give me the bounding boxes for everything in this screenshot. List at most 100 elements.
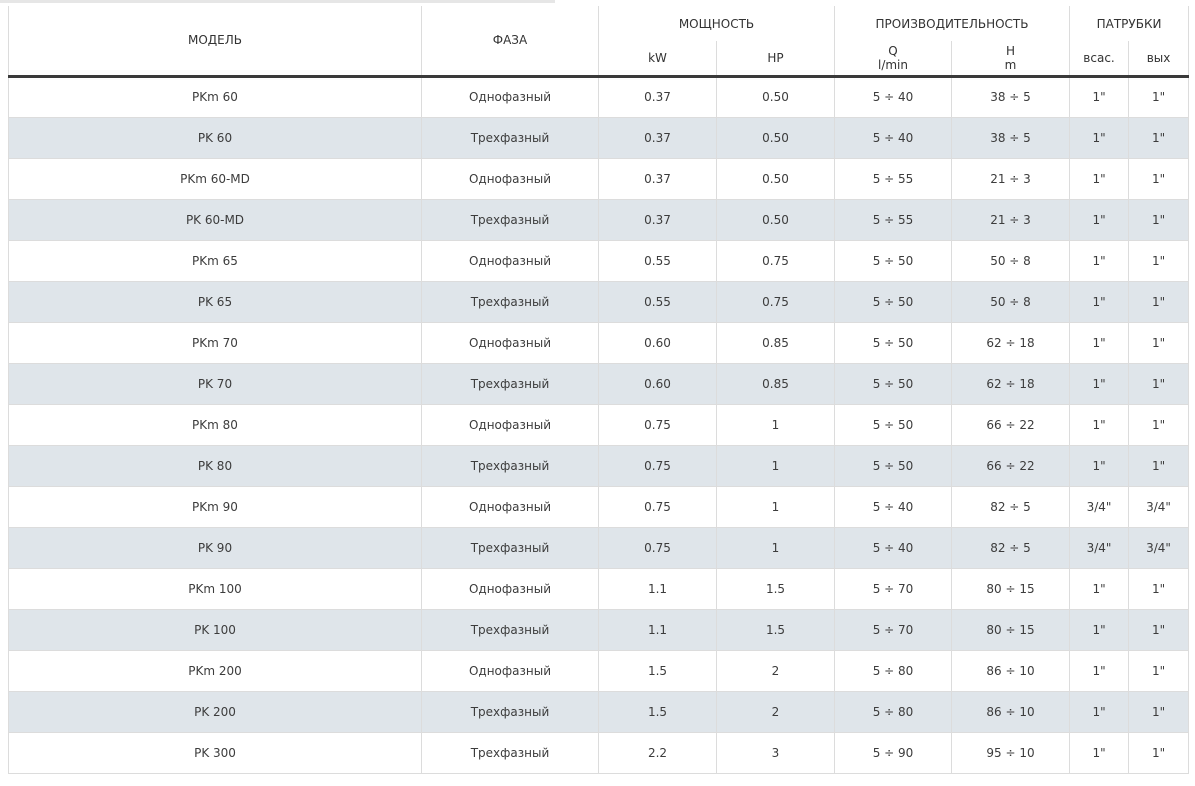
cell-head-h: 80 ÷ 15	[950, 568, 1071, 610]
cell-power-kw: 1.5	[598, 650, 717, 692]
cell-port-in: 1"	[1069, 240, 1130, 282]
cell-head-h: 62 ÷ 18	[950, 363, 1071, 405]
cell-power-hp: 0.85	[716, 363, 835, 405]
cell-power-hp: 0.50	[716, 76, 835, 118]
cell-power-hp: 1.5	[716, 609, 835, 651]
header-performance: ПРОИЗВОДИТЕЛЬНОСТЬ	[833, 6, 1071, 41]
cell-power-kw: 2.2	[598, 732, 717, 774]
header-power-hp: HP	[716, 41, 835, 78]
cell-port-out: 1"	[1128, 363, 1190, 405]
cell-flow-q: 5 ÷ 50	[834, 363, 952, 405]
cell-flow-q: 5 ÷ 50	[834, 404, 952, 446]
cell-port-out: 1"	[1128, 691, 1190, 733]
header-model: МОДЕЛЬ	[8, 6, 422, 78]
cell-power-kw: 1.1	[598, 568, 717, 610]
cell-phase: Трехфазный	[421, 281, 599, 323]
header-q-label: Q	[888, 43, 898, 58]
cell-power-kw: 0.75	[598, 445, 717, 487]
table-header: МОДЕЛЬ ФАЗА МОЩНОСТЬ ПРОИЗВОДИТЕЛЬНОСТЬ …	[8, 6, 1190, 78]
cell-port-out: 1"	[1128, 76, 1190, 118]
cell-phase: Однофазный	[421, 568, 599, 610]
cell-phase: Трехфазный	[421, 445, 599, 487]
table-row: PKm 60 Однофазный 0.37 0.50 5 ÷ 40 38 ÷ 5 1" 1"	[8, 76, 1190, 118]
cell-head-h: 66 ÷ 22	[950, 404, 1071, 446]
cell-port-in: 1"	[1069, 568, 1130, 610]
cell-port-in: 1"	[1069, 732, 1130, 774]
table-row: PKm 90 Однофазный 0.75 1 5 ÷ 40 82 ÷ 5 3/4" 3/4…	[8, 486, 1190, 528]
cell-model: PK 90	[8, 527, 422, 569]
cell-port-out: 1"	[1128, 732, 1190, 774]
cell-power-hp: 1	[716, 527, 835, 569]
cell-flow-q: 5 ÷ 40	[834, 486, 952, 528]
cell-head-h: 50 ÷ 8	[950, 281, 1071, 323]
cell-flow-q: 5 ÷ 50	[834, 445, 952, 487]
cell-power-hp: 0.50	[716, 199, 835, 241]
header-power-kw: kW	[598, 41, 717, 78]
cell-power-kw: 0.37	[598, 199, 717, 241]
cell-power-hp: 1	[716, 404, 835, 446]
cell-port-in: 1"	[1069, 322, 1130, 364]
cell-phase: Трехфазный	[421, 691, 599, 733]
cell-power-hp: 0.75	[716, 240, 835, 282]
cell-head-h: 86 ÷ 10	[950, 650, 1071, 692]
header-port-out: вых	[1128, 41, 1190, 78]
cell-port-in: 1"	[1069, 117, 1130, 159]
cell-flow-q: 5 ÷ 50	[834, 240, 952, 282]
cell-phase: Однофазный	[421, 322, 599, 364]
cell-port-in: 1"	[1069, 199, 1130, 241]
cell-flow-q: 5 ÷ 55	[834, 158, 952, 200]
cell-model: PKm 90	[8, 486, 422, 528]
cell-port-out: 3/4"	[1128, 527, 1190, 569]
cell-port-out: 1"	[1128, 240, 1190, 282]
cell-head-h: 80 ÷ 15	[950, 609, 1071, 651]
cell-head-h: 38 ÷ 5	[950, 76, 1071, 118]
cell-power-hp: 2	[716, 650, 835, 692]
table-row: PK 70 Трехфазный 0.60 0.85 5 ÷ 50 62 ÷ 18 1" 1"	[8, 363, 1190, 405]
cell-power-hp: 0.50	[716, 117, 835, 159]
cell-port-in: 1"	[1069, 363, 1130, 405]
cell-port-in: 1"	[1069, 404, 1130, 446]
cell-power-hp: 2	[716, 691, 835, 733]
cell-head-h: 82 ÷ 5	[950, 486, 1071, 528]
cell-head-h: 50 ÷ 8	[950, 240, 1071, 282]
cell-model: PKm 100	[8, 568, 422, 610]
cell-power-kw: 1.5	[598, 691, 717, 733]
cell-power-kw: 0.60	[598, 363, 717, 405]
cell-head-h: 38 ÷ 5	[950, 117, 1071, 159]
cell-flow-q: 5 ÷ 55	[834, 199, 952, 241]
cell-flow-q: 5 ÷ 50	[834, 322, 952, 364]
header-h-label: H	[1005, 43, 1016, 58]
table-row: PKm 100 Однофазный 1.1 1.5 5 ÷ 70 80 ÷ 15 1" 1"	[8, 568, 1190, 610]
table-row: PK 100 Трехфазный 1.1 1.5 5 ÷ 70 80 ÷ 15 1" 1"	[8, 609, 1190, 651]
cell-flow-q: 5 ÷ 80	[834, 691, 952, 733]
cell-model: PK 200	[8, 691, 422, 733]
cell-model: PK 60	[8, 117, 422, 159]
cell-port-in: 1"	[1069, 650, 1130, 692]
cell-head-h: 21 ÷ 3	[950, 158, 1071, 200]
cell-port-in: 1"	[1069, 445, 1130, 487]
table-row: PKm 80 Однофазный 0.75 1 5 ÷ 50 66 ÷ 22 1" 1"	[8, 404, 1190, 446]
cell-power-hp: 3	[716, 732, 835, 774]
cell-phase: Однофазный	[421, 486, 599, 528]
cell-flow-q: 5 ÷ 40	[834, 527, 952, 569]
header-head-h: H m	[950, 41, 1071, 78]
cell-phase: Однофазный	[421, 240, 599, 282]
cell-head-h: 95 ÷ 10	[950, 732, 1071, 774]
cell-model: PKm 60-MD	[8, 158, 422, 200]
cell-port-in: 1"	[1069, 158, 1130, 200]
cell-model: PK 60-MD	[8, 199, 422, 241]
cell-port-in: 1"	[1069, 691, 1130, 733]
cell-power-kw: 0.37	[598, 158, 717, 200]
cell-port-out: 1"	[1128, 650, 1190, 692]
cell-power-hp: 1	[716, 486, 835, 528]
cell-model: PKm 60	[8, 76, 422, 118]
cell-head-h: 82 ÷ 5	[950, 527, 1071, 569]
cell-phase: Однофазный	[421, 650, 599, 692]
cell-phase: Трехфазный	[421, 527, 599, 569]
table-row: PK 90 Трехфазный 0.75 1 5 ÷ 40 82 ÷ 5 3/4" 3/4"	[8, 527, 1190, 569]
cell-port-out: 1"	[1128, 404, 1190, 446]
table-row: PK 80 Трехфазный 0.75 1 5 ÷ 50 66 ÷ 22 1" 1"	[8, 445, 1190, 487]
cell-phase: Трехфазный	[421, 199, 599, 241]
cell-model: PK 100	[8, 609, 422, 651]
table-row: PK 300 Трехфазный 2.2 3 5 ÷ 90 95 ÷ 10 1" 1"	[8, 732, 1190, 774]
